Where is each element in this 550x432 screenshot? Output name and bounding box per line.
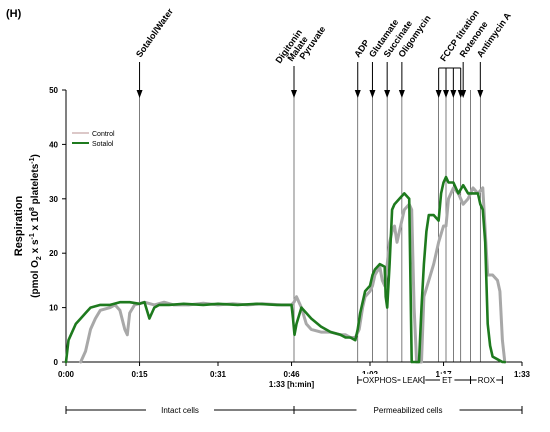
y-axis-label: Respiration (pmol O2 x s-1 x 108 platele… <box>13 154 43 298</box>
injection-arrow-head <box>369 90 376 98</box>
phase-label-bg <box>146 404 214 416</box>
x-tick-label: 1:33 <box>514 370 531 379</box>
phase-label: Intact cells <box>161 406 199 415</box>
state-label-bg <box>476 374 497 386</box>
injection-arrow-head <box>477 90 484 98</box>
injection-arrow-head <box>136 90 143 98</box>
injection-arrow-head <box>291 90 297 98</box>
ylabel-part-c: x 10 <box>30 211 41 234</box>
phase-label: Permeabilized cells <box>374 406 443 415</box>
x-tick-label: 0:46 <box>284 370 301 379</box>
fccp-arrow-head <box>450 90 457 98</box>
x-axis-label: 1:33 [h:min] <box>269 380 315 389</box>
ylabel-part-a-sub: 2 <box>36 256 43 260</box>
y-axis-label-line1: Respiration <box>13 195 25 256</box>
injection-arrow-head <box>398 90 405 98</box>
ylabel-part-c-sup: 8 <box>29 207 36 211</box>
ylabel-part-a: (pmol O <box>30 260 41 298</box>
fccp-arrow-head <box>435 90 442 98</box>
state-label: ET <box>442 376 452 385</box>
state-label: LEAK <box>403 376 424 385</box>
injection-arrow-head <box>384 90 391 98</box>
ylabel-part-d-sup: -1 <box>29 157 36 163</box>
y-tick-label: 30 <box>49 195 58 204</box>
x-tick-label: 0:00 <box>58 370 75 379</box>
x-tick-label: 0:15 <box>132 370 149 379</box>
ylabel-part-b-sup: -1 <box>29 233 36 239</box>
plot-area: 010203040500:000:150:310:461:021:171:331… <box>49 6 531 416</box>
fccp-arrow-head <box>443 90 449 98</box>
series-line-sotalol <box>64 175 507 364</box>
state-label-bg <box>362 374 398 386</box>
legend-label: Sotalol <box>92 141 114 148</box>
state-label-bg <box>440 374 455 386</box>
y-tick-label: 20 <box>49 249 58 258</box>
legend-label: Control <box>92 131 115 138</box>
phase-label-bg <box>356 404 460 416</box>
state-label: OXPHOS <box>363 376 397 385</box>
y-tick-label: 0 <box>54 358 59 367</box>
state-label-bg <box>400 374 426 386</box>
injection-arrow-head <box>460 90 467 98</box>
ylabel-part-d: platelets <box>30 163 41 207</box>
panel-label: (H) <box>6 8 22 20</box>
ylabel-part-b: x s <box>30 239 41 256</box>
y-tick-label: 40 <box>49 140 58 149</box>
state-label: ROX <box>478 376 496 385</box>
injection-label: Sotalol/Water <box>134 6 175 59</box>
injection-label: ADP <box>352 38 371 59</box>
series-line-control <box>79 186 507 364</box>
ylabel-part-e: ) <box>30 154 41 157</box>
x-tick-label: 0:31 <box>210 370 227 379</box>
y-axis-label-line2: (pmol O2 x s-1 x 108 platelets-1) <box>29 154 43 298</box>
y-tick-label: 50 <box>49 86 58 95</box>
injection-arrow-head <box>354 90 361 98</box>
y-tick-label: 10 <box>49 304 58 313</box>
